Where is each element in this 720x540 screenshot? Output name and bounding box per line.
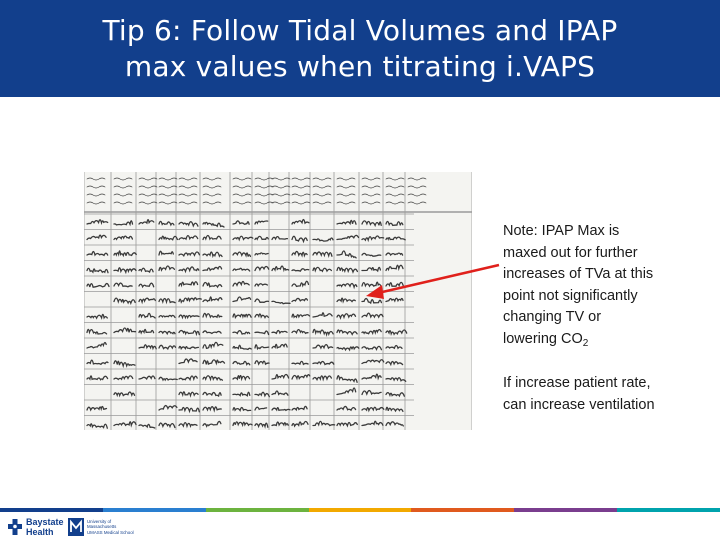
note-line: changing TV or (503, 309, 602, 326)
baystate-logo-text: Baystate (26, 517, 64, 527)
titration-log-scan-image (84, 172, 472, 430)
umass-logo-text: UMASS Medical School (87, 529, 134, 535)
co2-subscript: 2 (582, 337, 589, 349)
baystate-logo-text: Health (26, 527, 54, 537)
footer-color-stripe (0, 508, 720, 512)
umass-logo-text: University of (87, 519, 112, 525)
umass-medical-logo: University of Massachusetts UMASS Medica… (68, 514, 134, 540)
note-line: lowering CO2 (503, 329, 703, 355)
umass-logo-icon (68, 518, 84, 536)
note-line: If increase patient rate, (503, 375, 651, 391)
note-line: increases of TVa at this (503, 266, 654, 283)
annotation-note-rate: If increase patient rate, can increase v… (503, 373, 713, 416)
slide-footer (0, 512, 720, 540)
note-line: point not significantly (503, 287, 638, 304)
note-line-text: lowering CO (503, 330, 583, 347)
umass-logo-text: Massachusetts (87, 524, 117, 530)
slide-title: Tip 6: Follow Tidal Volumes and IPAP max… (0, 0, 720, 97)
red-arrow-icon (366, 263, 500, 299)
note-line: maxed out for further (503, 244, 638, 261)
annotation-note: Note: IPAP Max is maxed out for further … (503, 221, 703, 355)
baystate-logo-icon (8, 519, 22, 535)
slide-title-line-1: Tip 6: Follow Tidal Volumes and IPAP (102, 13, 618, 47)
baystate-health-logo: Baystate Health (8, 514, 64, 540)
note-line: Note: IPAP Max is (503, 223, 620, 239)
note-line: can increase ventilation (503, 396, 655, 413)
slide-title-line-2: max values when titrating i.VAPS (124, 49, 596, 83)
